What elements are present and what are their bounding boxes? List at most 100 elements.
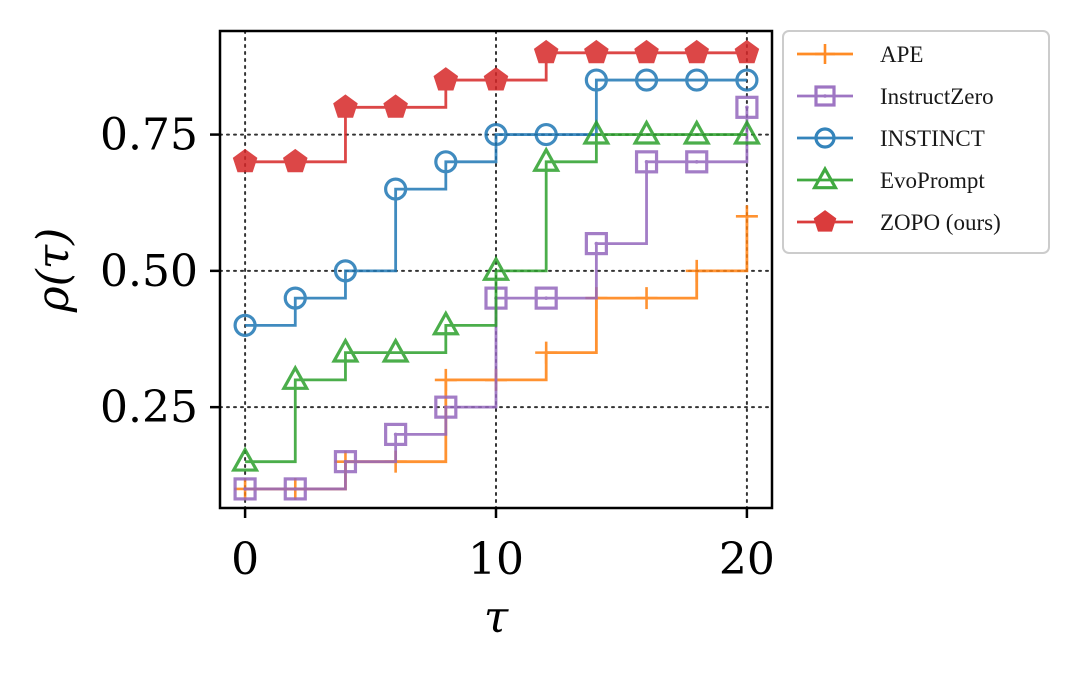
series-zopo-ours (232, 39, 760, 173)
marker-part (283, 286, 307, 310)
marker-part (293, 487, 298, 491)
marker-part (333, 450, 358, 474)
y-tick-label: 0.50 (100, 246, 198, 297)
marker-part (483, 67, 509, 91)
series-line (245, 133, 747, 464)
data-point (283, 286, 307, 310)
data-point (735, 95, 759, 119)
y-axis-label: ρ(τ) (28, 228, 79, 314)
marker-part (484, 122, 508, 147)
marker-part (584, 68, 608, 92)
legend-label: InstructZero (880, 84, 994, 109)
marker-part (393, 432, 398, 437)
data-point (283, 477, 307, 501)
legend-item: InstructZero (797, 84, 994, 109)
data-point (434, 395, 458, 419)
data-point (632, 119, 661, 145)
data-point (735, 205, 758, 228)
marker-part (283, 477, 307, 501)
y-tick-label: 0.75 (100, 110, 198, 161)
data-point (282, 148, 308, 173)
data-point (434, 368, 457, 391)
data-point (381, 337, 410, 363)
marker-part (281, 364, 310, 390)
x-tick-label: 10 (468, 534, 524, 585)
series-evoprompt (230, 119, 762, 472)
data-point (534, 286, 558, 310)
marker-part (685, 150, 709, 174)
marker-part (243, 487, 247, 491)
data-point (734, 39, 760, 64)
marker-part (544, 296, 548, 300)
marker-part (814, 127, 836, 149)
legend-marker (813, 210, 837, 232)
data-point (634, 39, 659, 64)
x-tick-label: 0 (231, 534, 259, 585)
legend-marker (814, 127, 836, 149)
marker-part (384, 177, 408, 201)
data-point (383, 94, 408, 118)
marker-part (732, 119, 762, 145)
marker-part (632, 119, 661, 145)
marker-part (333, 259, 358, 283)
marker-part (594, 241, 599, 246)
marker-part (735, 95, 759, 119)
data-point (685, 150, 709, 174)
data-point (433, 67, 459, 91)
marker-part (444, 405, 448, 409)
marker-part (233, 313, 257, 337)
legend-item: ZOPO (ours) (797, 210, 1001, 235)
marker-part (745, 105, 749, 110)
marker-part (685, 68, 709, 92)
series-line (245, 78, 747, 327)
data-point (685, 259, 708, 282)
marker-part (333, 94, 358, 118)
marker-part (533, 39, 559, 64)
marker-part (434, 395, 458, 419)
data-point (532, 146, 561, 172)
legend-marker (814, 85, 836, 107)
marker-part (735, 68, 759, 92)
axis-ticks: 0 10 20 0.25 0.50 0.75 (100, 110, 775, 585)
data-point (735, 68, 759, 92)
marker-part (431, 310, 460, 336)
marker-part (823, 94, 827, 98)
data-point (483, 67, 509, 91)
series-layer (230, 39, 762, 501)
marker-part (534, 122, 558, 147)
data-point (634, 68, 659, 92)
data-point (333, 94, 358, 118)
legend-box (782, 30, 1050, 254)
data-point (484, 122, 508, 147)
data-point (682, 119, 711, 145)
marker-part (582, 119, 611, 145)
data-point (684, 39, 710, 64)
legend-item: APE (797, 42, 923, 67)
marker-part (644, 160, 649, 164)
marker-part (584, 39, 609, 64)
data-point (634, 150, 659, 174)
marker-part (813, 210, 837, 232)
marker-part (534, 286, 558, 310)
data-point (232, 148, 258, 173)
marker-part (684, 39, 710, 64)
marker-part (682, 119, 711, 145)
marker-part (434, 150, 458, 174)
series-line (245, 107, 749, 491)
legend-item: INSTINCT (797, 126, 985, 151)
data-point (732, 119, 762, 145)
data-point (233, 313, 257, 337)
marker-part (814, 85, 836, 107)
marker-part (282, 148, 308, 173)
marker-part (634, 39, 659, 64)
data-point (233, 477, 257, 501)
marker-part (532, 146, 561, 172)
marker-part (384, 422, 408, 447)
data-point (481, 255, 511, 281)
marker-part (811, 165, 839, 190)
data-point (384, 422, 408, 447)
data-point (434, 150, 458, 174)
data-point (535, 341, 558, 364)
marker-part (383, 94, 408, 118)
